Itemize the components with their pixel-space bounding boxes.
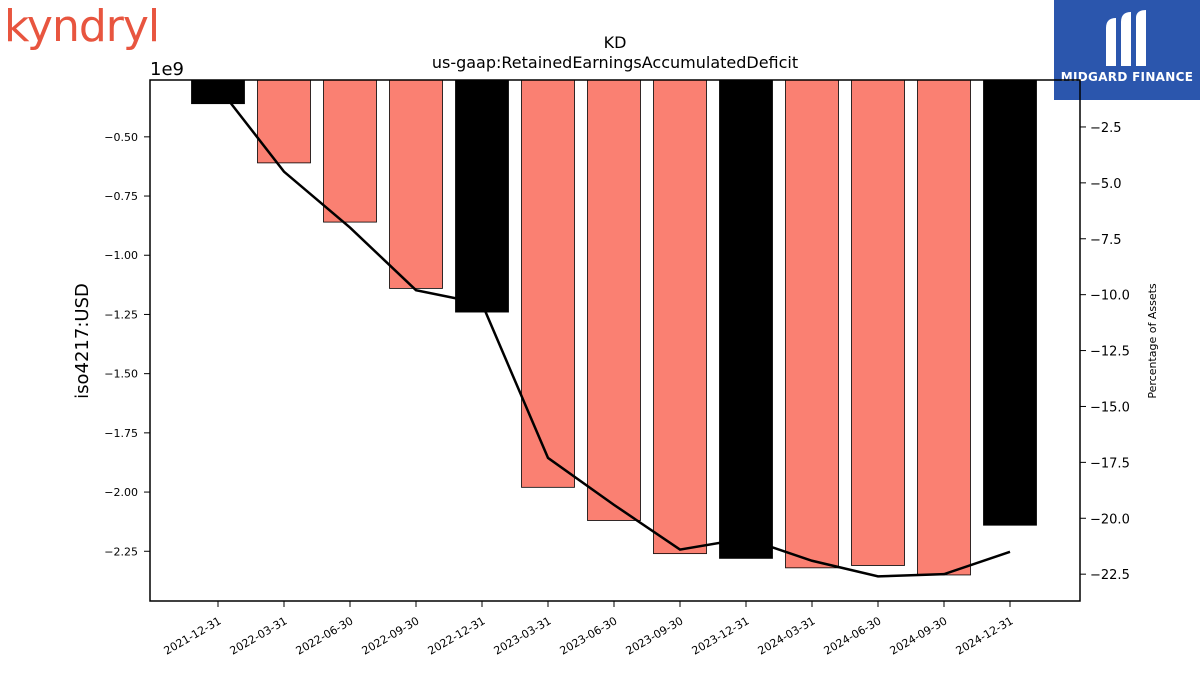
y-tick-label: −0.50 <box>104 131 138 144</box>
bar-2023-09-30 <box>653 79 707 555</box>
y-axis-right-label: Percentage of Assets <box>1146 283 1159 399</box>
bar-group <box>191 79 1037 576</box>
y-right-tick-label: −22.5 <box>1090 568 1130 583</box>
y-right-tick-label: −17.5 <box>1090 456 1130 471</box>
midgard-finance-logo: MIDGARD FINANCE <box>1054 0 1200 100</box>
y-right-tick-label: −15.0 <box>1090 400 1130 415</box>
midgard-mark-icon <box>1106 10 1146 66</box>
plot-frame <box>149 79 1081 602</box>
bar-2022-09-30 <box>389 79 443 289</box>
y-right-tick-label: −7.5 <box>1090 233 1122 248</box>
y-tick-label: −1.25 <box>104 308 138 321</box>
y-right-tick-label: −10.0 <box>1090 289 1130 304</box>
y-tick-label: −1.75 <box>104 427 138 440</box>
x-tick-label: 2024-12-31 <box>954 614 1016 657</box>
x-tick-label: 2024-03-31 <box>756 614 818 657</box>
y-tick-label: −0.75 <box>104 190 138 203</box>
kyndryl-logo: kyndryl <box>4 1 160 52</box>
bar-2024-09-30 <box>917 79 971 576</box>
bar-2023-06-30 <box>587 79 641 521</box>
bar-2022-03-31 <box>257 79 311 164</box>
percentage-line-group <box>217 85 1011 578</box>
bar-2021-12-31 <box>191 79 245 105</box>
bar-2024-06-30 <box>851 79 905 566</box>
bar-2023-03-31 <box>521 79 575 488</box>
bar-2024-12-31 <box>983 79 1037 526</box>
y-tick-label: −1.00 <box>104 249 138 262</box>
bar-2023-12-31 <box>719 79 773 559</box>
midgard-finance-label: MIDGARD FINANCE <box>1060 70 1194 84</box>
y-right-tick-label: −12.5 <box>1090 345 1130 360</box>
chart-subtitle: us-gaap:RetainedEarningsAccumulatedDefic… <box>432 53 798 72</box>
bar-2022-12-31 <box>455 79 509 313</box>
bar-2024-03-31 <box>785 79 839 569</box>
y-axis-offset-label: 1e9 <box>150 59 184 80</box>
x-tick-label: 2022-12-31 <box>426 614 488 657</box>
percentage-of-assets-line <box>217 85 1011 578</box>
x-tick-label: 2024-09-30 <box>888 614 950 657</box>
y-right-tick-label: −5.0 <box>1090 177 1122 192</box>
x-tick-label: 2022-06-30 <box>294 614 356 657</box>
y-right-tick-label: −2.5 <box>1090 121 1122 136</box>
y-axis-label: iso4217:USD <box>72 283 93 399</box>
x-tick-label: 2022-09-30 <box>360 614 422 657</box>
x-tick-label: 2022-03-31 <box>228 614 290 657</box>
y-tick-label: −2.00 <box>104 486 138 499</box>
y-right-tick-label: −20.0 <box>1090 512 1130 527</box>
y-tick-label: −2.25 <box>104 545 138 558</box>
x-tick-label: 2024-06-30 <box>822 614 884 657</box>
bar-2022-06-30 <box>323 79 377 223</box>
chart-title: KD <box>604 33 627 52</box>
x-tick-label: 2023-12-31 <box>690 614 752 657</box>
y-tick-label: −1.50 <box>104 368 138 381</box>
x-tick-label: 2023-09-30 <box>624 614 686 657</box>
x-tick-label: 2021-12-31 <box>162 614 224 657</box>
x-tick-label: 2023-03-31 <box>492 614 554 657</box>
x-tick-label: 2023-06-30 <box>558 614 620 657</box>
